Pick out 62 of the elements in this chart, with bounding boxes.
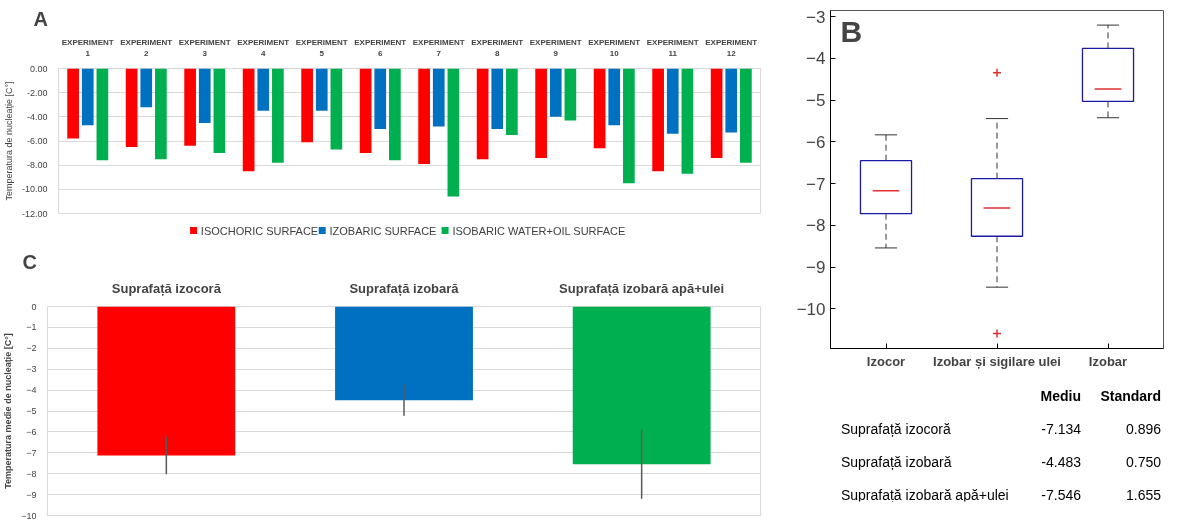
x-tick-label: EXPERIMENT 3 [178,37,231,58]
y-tick-label: -4.00 [26,111,48,122]
y-tick-label: −5 [26,406,37,416]
legend-label: ISOCHORIC SURFACE [200,224,319,237]
x-tick-label: EXPERIMENT 10 [588,37,641,58]
y-tick-label: −3 [806,7,826,27]
x-tick-label: Izocor [866,353,906,369]
y-tick-label: -2.00 [26,87,48,98]
text: Suprafață izocoră [840,421,951,438]
x-tick-label: EXPERIMENT 11 [646,37,699,58]
y-tick-label: −2 [26,343,37,354]
y-tick-label: −8 [806,216,826,236]
y-tick-label: −7 [806,174,826,194]
x-tick-label: Suprafață izobară apă+ulei [559,280,725,296]
y-tick-label: −5 [806,91,826,111]
x-tick-label: Suprafață izobară [349,280,460,296]
y-tick-label: −9 [26,489,37,500]
y-axis-title: Temperatura medie de nucleație [C°] [3,333,14,489]
x-tick-label: Suprafață izocoră [111,280,222,296]
y-tick-label: -10.00 [21,184,48,195]
x-tick-label: EXPERIMENT 7 [412,37,465,58]
y-tick-label: −4 [26,385,37,396]
x-tick-label: EXPERIMENT 1 [61,37,114,58]
text: 0.896 [1126,421,1162,438]
text: Suprafață izobară [840,454,952,471]
y-tick-label: −7 [26,447,37,458]
y-tick-label: 0 [31,301,37,312]
y-tick-label: −9 [806,258,826,278]
text: Mediu [1040,388,1082,405]
x-tick-label: EXPERIMENT 12 [705,37,758,58]
y-tick-label: −1 [26,322,37,333]
y-tick-label: -8.00 [26,160,48,171]
legend-label: IZOBARIC SURFACE [329,224,437,237]
text: -7.134 [1041,421,1082,438]
x-tick-label: EXPERIMENT 9 [529,37,582,58]
y-tick-label: −8 [26,468,37,479]
x-tick-label: EXPERIMENT 8 [471,37,524,58]
text: Standard [1100,388,1162,405]
legend-label: ISOBARIC WATER+OIL SURFACE [452,224,626,237]
text: 0.750 [1126,454,1162,471]
y-tick-label: −10 [21,510,37,521]
x-tick-label: Izobar și sigilare ulei [933,353,1061,369]
x-tick-label: EXPERIMENT 6 [354,37,407,58]
y-axis-title: Temperatura de nucleație [C°] [3,81,14,201]
x-tick-label: EXPERIMENT 4 [237,37,290,58]
y-tick-label: 0.00 [29,63,48,74]
y-tick-label: -6.00 [26,136,48,146]
y-tick-label: −10 [796,299,826,319]
text: -7.546 [1041,486,1082,503]
x-tick-label: Izobar [1088,353,1128,369]
y-tick-label: −6 [806,132,826,152]
text: 1.655 [1126,486,1162,503]
x-tick-label: EXPERIMENT 2 [120,37,173,58]
y-tick-label: −4 [806,49,826,69]
y-tick-label: −6 [26,426,37,437]
chart-title: C [22,250,37,273]
y-tick-label: -12.00 [21,208,48,219]
text: -4.483 [1041,454,1082,471]
chart-title: A [33,7,48,30]
x-tick-label: EXPERIMENT 5 [295,37,348,58]
y-tick-label: −3 [26,364,37,375]
chart-title: B [840,14,863,48]
